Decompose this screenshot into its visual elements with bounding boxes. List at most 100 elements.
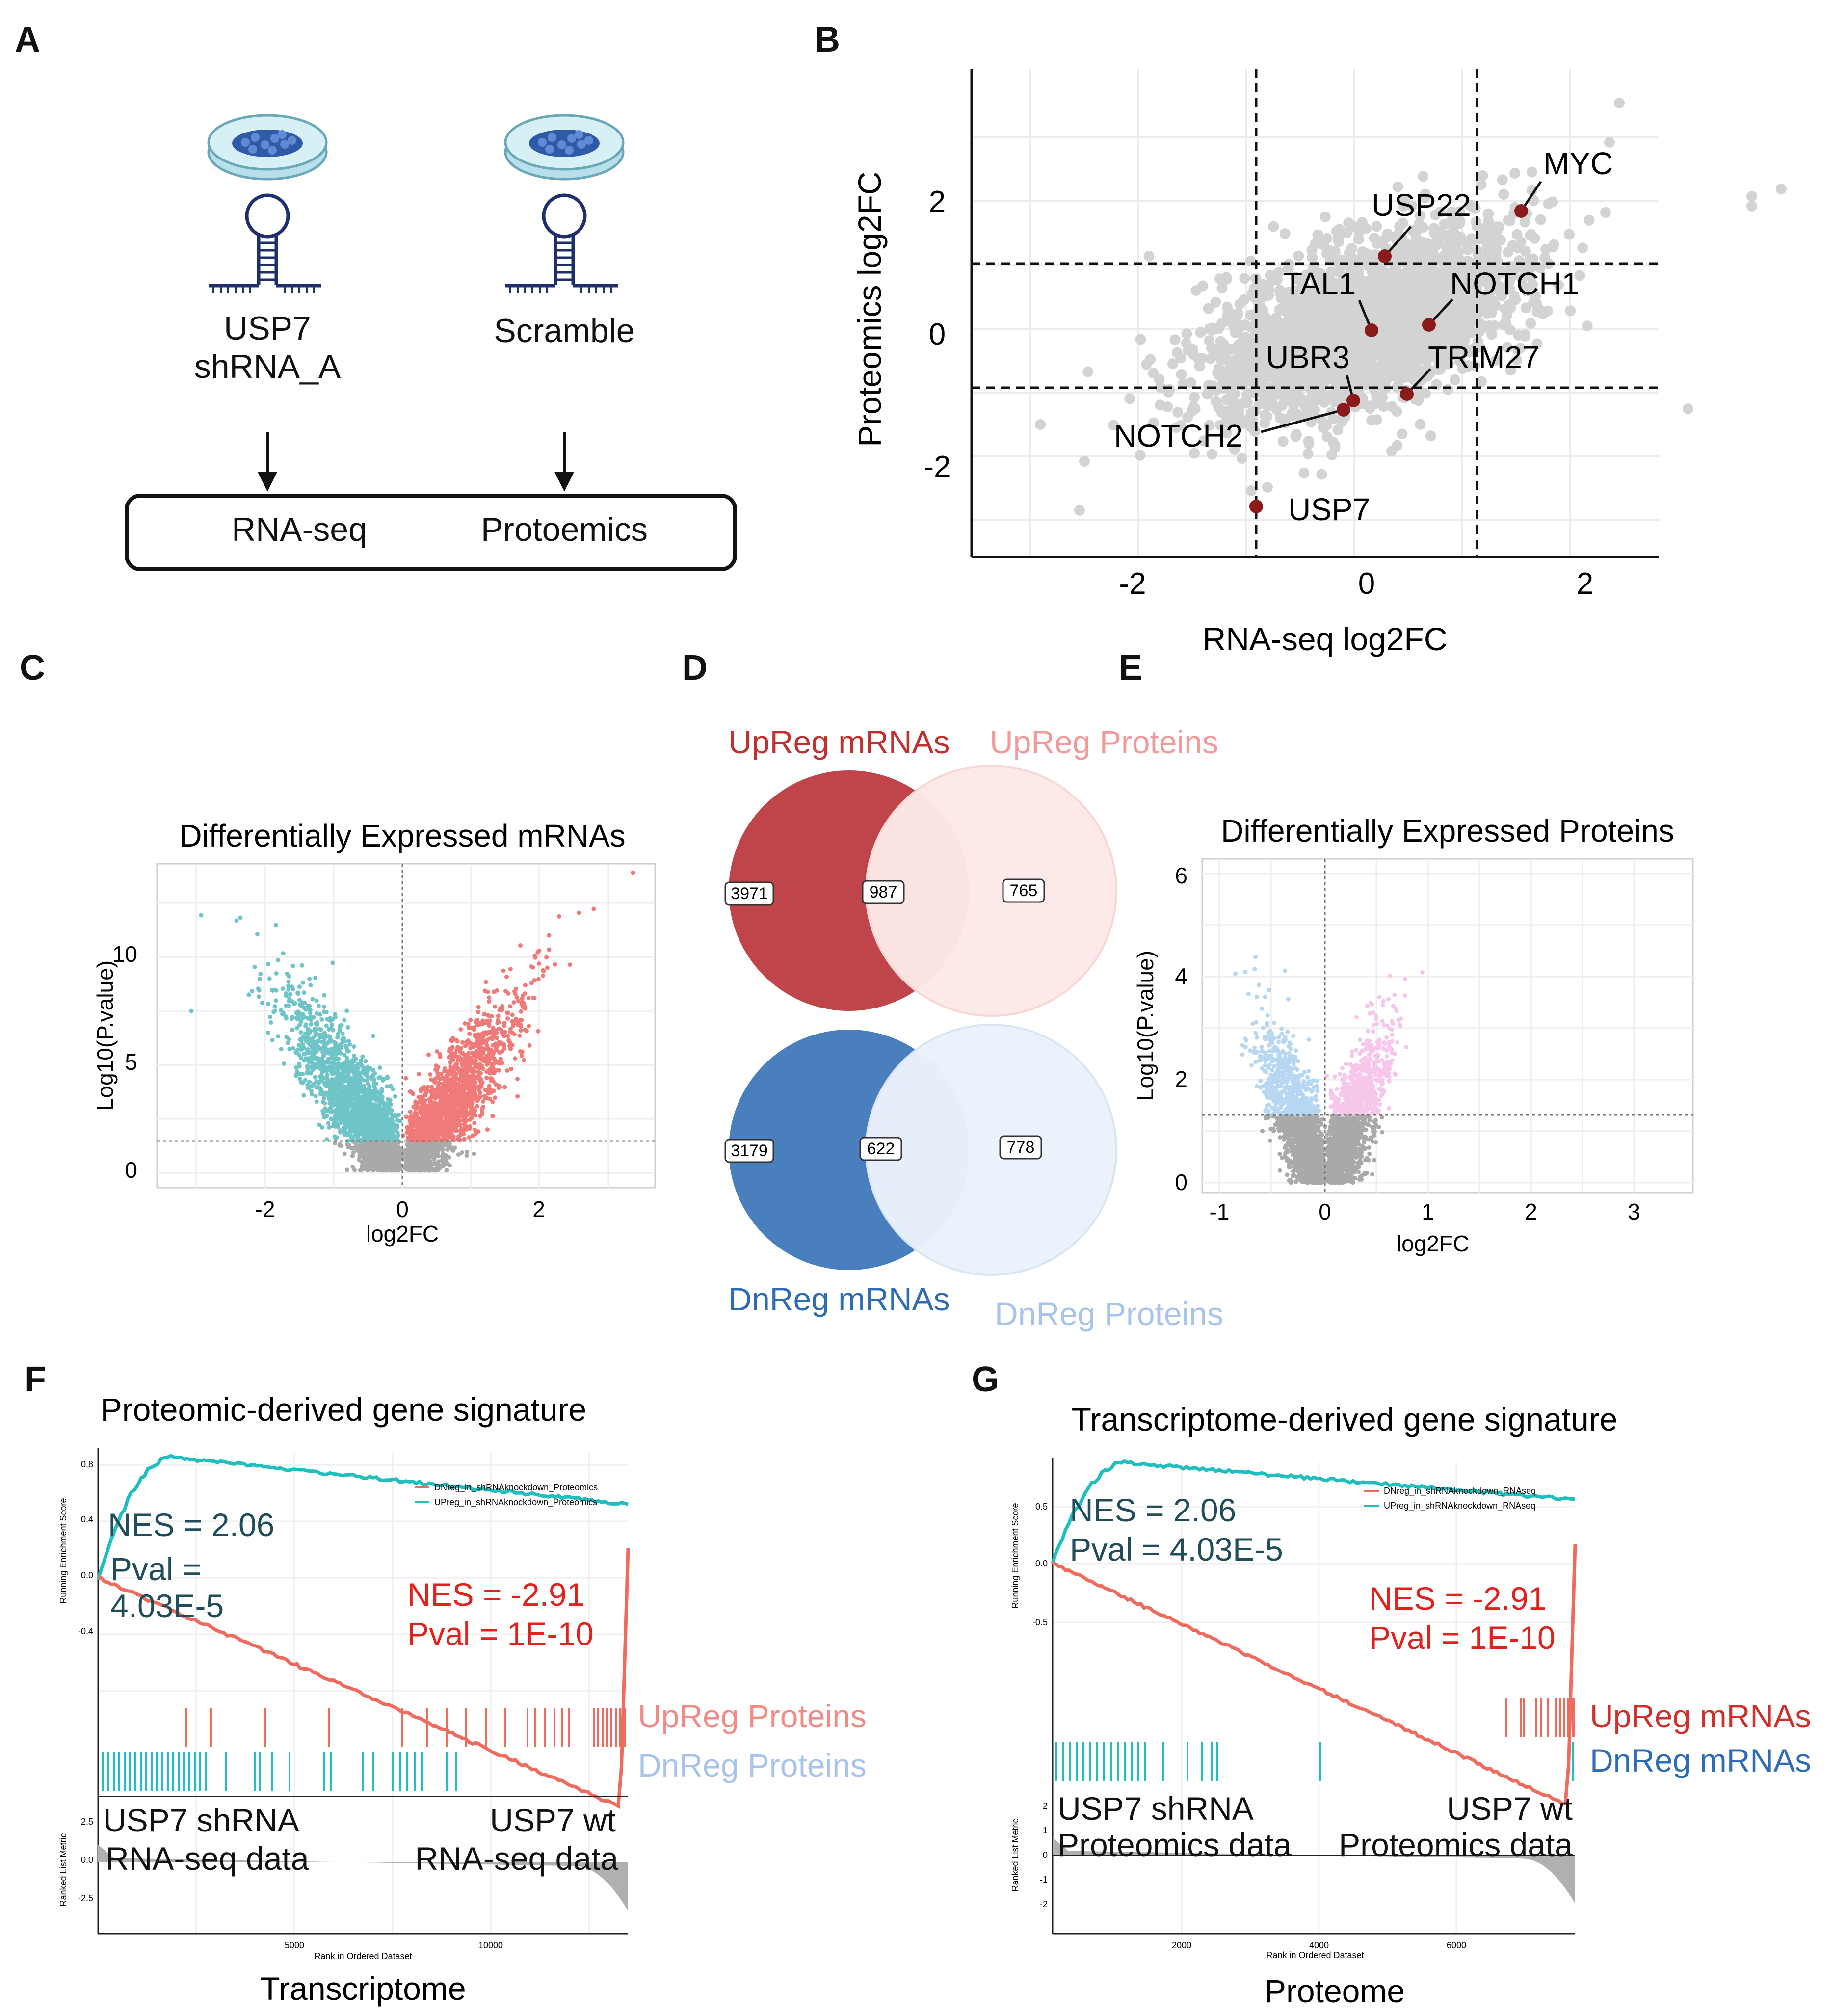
scatter-point (1353, 234, 1364, 245)
scatter-point (1371, 414, 1382, 425)
volcano-point (246, 992, 251, 997)
scatter-point (1526, 166, 1537, 178)
scatter-point (1470, 203, 1481, 214)
panel-letter-c: C (20, 648, 45, 688)
scatter-point (1385, 297, 1396, 308)
scatter-point (1394, 221, 1405, 232)
volcano-point (527, 1024, 531, 1029)
scatter-point (1261, 348, 1272, 360)
volcano-point (481, 1012, 486, 1017)
scatter-point (1301, 284, 1313, 294)
volcano-point (493, 1095, 498, 1100)
scatter-point (1240, 418, 1251, 429)
scatter-point (1515, 237, 1527, 248)
volcano-point (505, 1068, 510, 1073)
scatter-point (1210, 296, 1221, 308)
scatter-point (1499, 303, 1510, 315)
scatter-point (1202, 389, 1213, 400)
volcano-point (281, 951, 286, 956)
scatter-point (1303, 332, 1314, 343)
volcano-point (301, 1093, 306, 1098)
volcano-point (257, 994, 261, 999)
scatter-point (1439, 218, 1450, 230)
panel-letter-g: G (972, 1360, 1000, 1399)
volcano-point (485, 989, 490, 994)
scatter-point (1392, 357, 1403, 369)
x-tick-0: 0 (1358, 567, 1375, 601)
scatter-point (1181, 338, 1192, 349)
scatter-point (1229, 444, 1240, 455)
volcano-point (314, 1049, 319, 1054)
scatter-point (1245, 309, 1256, 320)
scatter-point (1350, 380, 1361, 391)
volcano-point (487, 995, 492, 1000)
volcano-point (523, 983, 528, 988)
scatter-point (1423, 243, 1434, 254)
scatter-point (1427, 263, 1438, 274)
scatter-point (1288, 384, 1299, 396)
scatter-point (1387, 346, 1398, 357)
volcano-point (314, 1042, 319, 1047)
scatter-point (1477, 170, 1488, 181)
volcano-point (492, 1070, 497, 1075)
volcano-point (487, 1051, 492, 1056)
scatter-point (1406, 200, 1418, 212)
scatter-point (1471, 283, 1482, 294)
y-tick-2: 2 (929, 185, 946, 219)
scatter-point (1447, 262, 1458, 273)
scatter-point (1543, 198, 1554, 210)
scatter-point (1141, 359, 1152, 370)
panel-letter-b: B (815, 20, 840, 59)
scatter-point (1404, 275, 1415, 287)
scatter-point (1447, 239, 1458, 250)
scatter-point (1284, 395, 1295, 406)
volcano-point (464, 1153, 469, 1158)
highlight-gene-point (1337, 403, 1350, 417)
scatter-point (1411, 309, 1422, 320)
scatter-point (1369, 376, 1380, 388)
volcano-point (344, 1167, 349, 1172)
scatter-point (1316, 469, 1327, 480)
volcano-point (494, 1035, 499, 1040)
volcano-point (273, 923, 278, 928)
gene-label: TAL1 (1283, 266, 1356, 301)
scatter-point (1311, 347, 1322, 358)
scatter-point (1207, 449, 1217, 460)
volcano-point (325, 1017, 330, 1022)
scatter-point (1226, 389, 1237, 400)
threshold-lines (972, 69, 1659, 557)
scatter-point (1531, 306, 1543, 317)
scatter-point (1312, 229, 1323, 240)
volcano-point (476, 1009, 481, 1014)
scatter-point (1528, 253, 1538, 265)
scatter-point (1143, 250, 1155, 262)
gene-label: NOTCH2 (1114, 418, 1243, 453)
scatter-point (1203, 380, 1214, 391)
scatter-point (1434, 291, 1445, 302)
volcano-point (396, 1113, 401, 1117)
scatter-point (1614, 98, 1625, 108)
scatter-point (1274, 288, 1286, 299)
volcano-point (300, 963, 305, 968)
scatter-point (1245, 341, 1256, 352)
scatter-point (1392, 181, 1403, 192)
scatter-point (1542, 305, 1553, 317)
scatter-point (1263, 290, 1274, 301)
volcano-point (518, 943, 523, 948)
panel-letter-d: D (682, 648, 708, 688)
scatter-point (1155, 382, 1166, 393)
scatter-point (1520, 329, 1531, 340)
scatter-point (1283, 295, 1294, 307)
usp7-label-line1: USP7 (224, 310, 311, 347)
volcano-point (342, 1018, 347, 1023)
x-tick-neg2: -2 (1119, 567, 1146, 601)
scatter-point (1448, 221, 1459, 233)
scatter-point (1324, 270, 1335, 282)
volcano-point (500, 1004, 505, 1008)
volcano-point (303, 1023, 308, 1028)
volcano-point (492, 989, 497, 994)
scatter-point (1531, 338, 1543, 349)
scatter-point (1565, 305, 1576, 317)
highlight-gene-point (1514, 204, 1528, 218)
volcano-point (337, 1027, 342, 1032)
